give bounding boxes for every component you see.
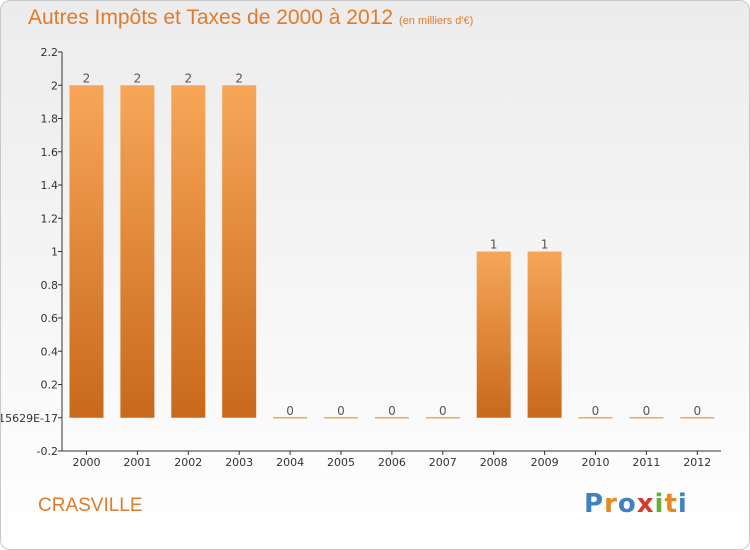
bar-2011 [629,417,664,419]
x-tick-label-2004: 2004 [276,456,304,469]
y-tick-label: 1 [51,246,58,259]
value-label-2001: 2 [134,71,142,85]
y-tick-label: 2.2 [41,46,59,59]
value-label-2005: 0 [337,404,345,418]
logo-letter: x [636,489,655,519]
y-tick-label: 1.4 [41,179,59,192]
y-tick-label: 0.2 [41,379,59,392]
bar-2009 [527,251,562,418]
y-tick-label: 1.2 [41,212,59,225]
logo-letter: P [584,489,605,519]
y-tick-label: 0.8 [41,279,59,292]
x-tick-label-2006: 2006 [378,456,406,469]
x-tick-label-2012: 2012 [683,456,711,469]
chart-subtitle: (en milliers d'€) [399,15,474,27]
chart-title-text: Autres Impôts et Taxes de 2000 à 2012 [28,6,394,29]
value-label-2007: 0 [439,404,447,418]
x-tick-label-2010: 2010 [582,456,610,469]
y-tick-label: -0.2 [37,445,58,458]
value-label-2000: 2 [83,71,91,85]
x-tick-label-2007: 2007 [429,456,457,469]
value-label-2009: 1 [541,238,549,252]
logo-letter: r [604,489,618,519]
x-tick-label-2001: 2001 [123,456,151,469]
bar-2007 [425,417,460,419]
bar-2001 [120,85,155,418]
bar-2000 [69,85,104,418]
bar-2005 [324,417,358,419]
value-label-2002: 2 [184,71,192,85]
y-tick-label: -1.15629E-17 [1,412,58,425]
x-tick-label-2000: 2000 [73,456,101,469]
y-tick-label: 0.6 [41,312,59,325]
x-tick-label-2008: 2008 [480,456,508,469]
bar-2006 [374,417,409,419]
logo-letter: i [677,489,688,519]
place-name: CRASVILLE [38,495,143,516]
y-tick-label: 2 [51,79,58,92]
value-label-2004: 0 [286,404,294,418]
value-label-2011: 0 [643,404,651,418]
logo-letter: t [664,489,678,519]
logo-letter: o [617,489,637,519]
x-tick-label-2005: 2005 [327,456,355,469]
x-tick-label-2002: 2002 [174,456,202,469]
bar-2010 [578,417,613,419]
value-label-2012: 0 [693,404,701,418]
y-tick-label: 0.4 [41,345,59,358]
bar-2008 [476,251,511,418]
x-tick-label-2003: 2003 [225,456,253,469]
bar-2002 [171,85,206,418]
logo-letter: i [654,489,665,519]
value-label-2003: 2 [235,71,243,85]
chart-title: Autres Impôts et Taxes de 2000 à 2012 (en… [28,6,473,30]
y-tick-label: 1.6 [41,146,59,159]
proxiti-logo[interactable]: Proxiti [584,489,688,519]
bar-2012 [680,417,715,419]
bar-2004 [273,417,308,419]
x-tick-label-2009: 2009 [531,456,559,469]
value-label-2010: 0 [592,404,600,418]
value-label-2006: 0 [388,404,396,418]
y-tick-label: 1.8 [41,113,59,126]
value-label-2008: 1 [490,238,498,252]
bar-2003 [222,85,257,418]
x-tick-label-2011: 2011 [632,456,660,469]
